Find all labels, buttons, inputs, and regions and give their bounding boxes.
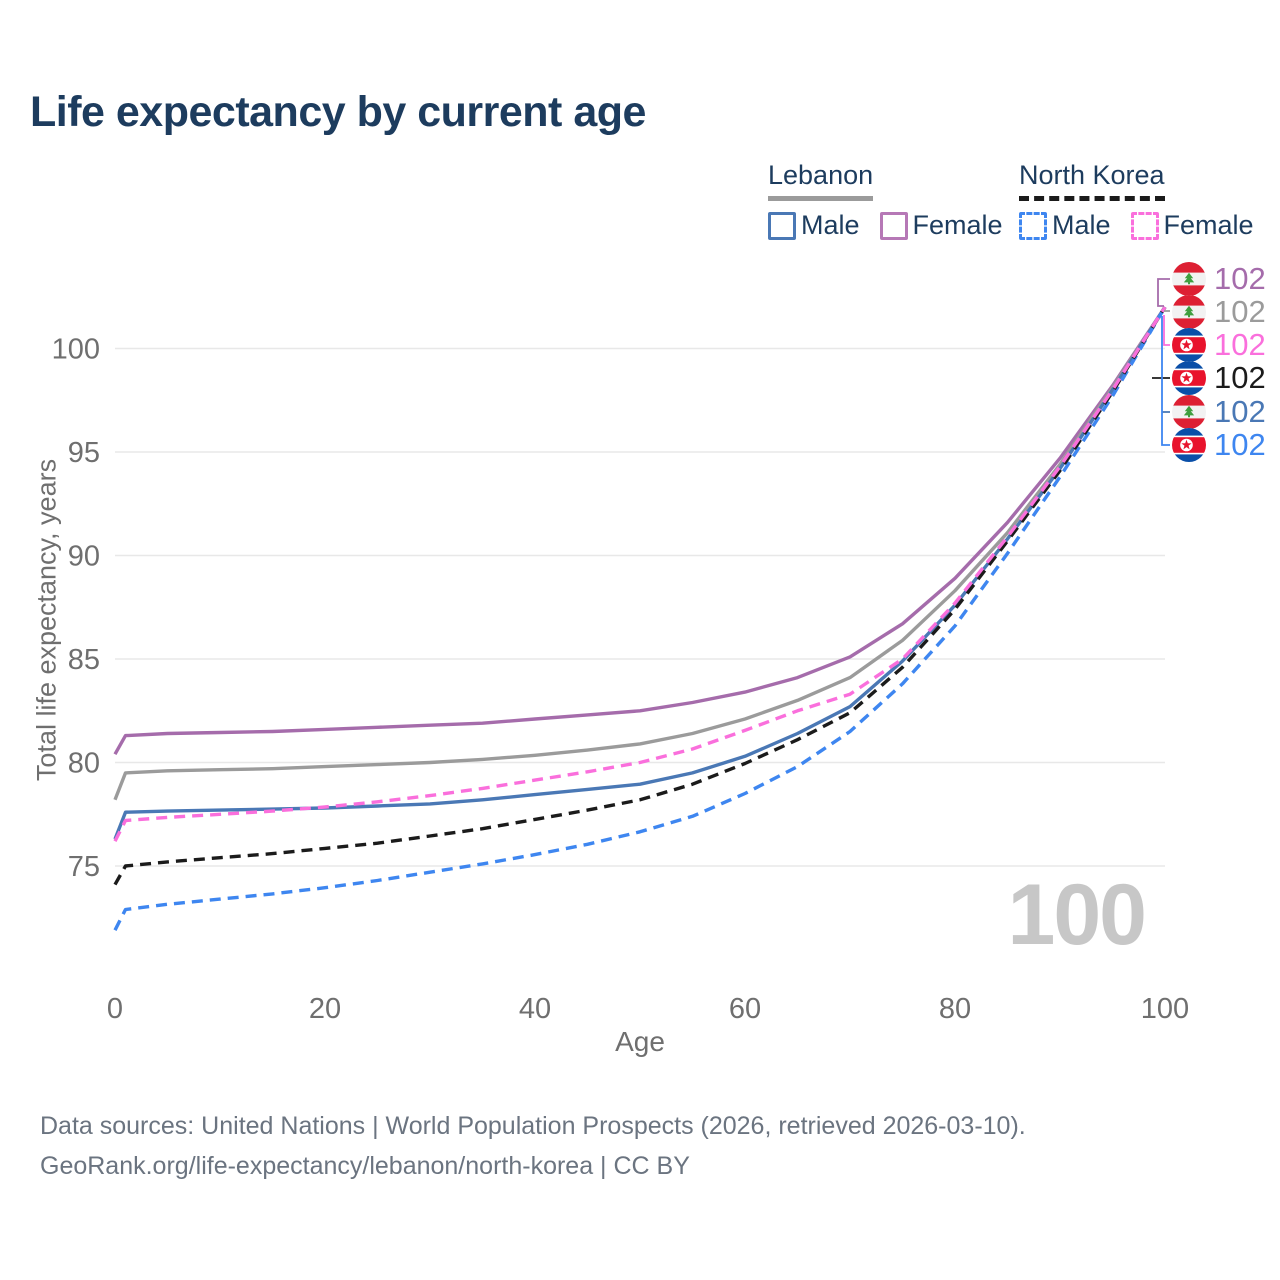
footer-sources: Data sources: United Nations | World Pop… [40,1112,1026,1140]
series-line-lebanon[interactable] [113,306,1167,801]
leader-line-north-korea-female [1163,315,1170,346]
end-label-north-korea-male[interactable]: 102 [1172,427,1266,462]
legend-label-lebanon-male[interactable]: Male [801,210,860,240]
end-label-value: 102 [1214,327,1266,362]
legend-swatch-north-korea-male[interactable] [1019,211,1047,240]
north-korea-flag-icon [1172,361,1206,395]
life-expectancy-line-chart: 75 80 85 90 95 100 0 20 40 60 80 100 [52,278,1189,1025]
end-label-value: 102 [1214,261,1266,296]
end-label-value: 102 [1214,394,1266,429]
x-tick-label-20: 20 [309,993,341,1025]
series-line-north-korea[interactable] [113,306,1167,886]
series-line-lebanon-male[interactable] [113,306,1167,840]
lebanon-flag-icon [1172,395,1206,429]
series-line-lebanon-female[interactable] [113,306,1167,756]
x-tick-label-0: 0 [107,993,123,1025]
footer-link[interactable]: GeoRank.org/life-expectancy/lebanon/nort… [40,1152,690,1180]
end-label-value: 102 [1214,360,1266,395]
y-tick-label-90: 90 [68,541,100,573]
y-tick-label-80: 80 [68,748,100,780]
series-line-north-korea-female[interactable] [113,306,1167,842]
y-tick-label-85: 85 [68,644,100,676]
y-tick-label-95: 95 [68,437,100,469]
leader-line-north-korea-male [1161,316,1170,446]
legend-country-north-korea[interactable]: North Korea [1019,160,1165,201]
legend-label-lebanon-female[interactable]: Female [912,210,1003,240]
x-axis-title: Age [615,1026,665,1057]
end-label-lebanon[interactable]: 102 [1172,294,1266,329]
north-korea-flag-icon [1172,328,1206,362]
legend-row-lebanon: Male Female [768,210,1023,241]
page-title: Life expectancy by current age [30,88,646,136]
x-tick-label-80: 80 [939,993,971,1025]
legend-row-north-korea: Male Female [1019,210,1274,241]
end-label-value: 102 [1214,294,1266,329]
legend-label-north-korea-female[interactable]: Female [1163,210,1254,240]
legend-group-north-korea: North Korea Male Female [1019,160,1274,241]
x-tick-label-100: 100 [1141,993,1189,1025]
legend-swatch-north-korea-female[interactable] [1130,211,1159,240]
end-label-north-korea-female[interactable]: 102 [1172,327,1266,362]
series-line-north-korea-male[interactable] [113,306,1167,931]
north-korea-flag-icon [1172,428,1206,462]
end-label-north-korea[interactable]: 102 [1172,360,1266,395]
lebanon-flag-icon [1172,262,1206,296]
leader-line-lebanon-female [1157,278,1170,307]
y-tick-label-75: 75 [68,851,100,883]
y-axis-title: Total life expectancy, years [31,458,62,782]
end-label-lebanon-male[interactable]: 102 [1172,394,1266,429]
legend-swatch-lebanon-male[interactable] [768,211,796,240]
legend-group-lebanon: Lebanon Male Female [768,160,1023,241]
end-label-value: 102 [1214,427,1266,462]
x-tick-label-60: 60 [729,993,761,1025]
age-watermark: 100 [1007,867,1148,963]
y-tick-label-100: 100 [52,334,100,366]
legend-country-lebanon[interactable]: Lebanon [768,160,874,201]
legend-swatch-lebanon-female[interactable] [879,211,908,240]
footer: Data sources: United Nations | World Pop… [40,1106,1026,1186]
end-label-lebanon-female[interactable]: 102 [1172,261,1266,296]
x-tick-label-40: 40 [519,993,551,1025]
legend-label-north-korea-male[interactable]: Male [1052,210,1111,240]
lebanon-flag-icon [1172,295,1206,329]
